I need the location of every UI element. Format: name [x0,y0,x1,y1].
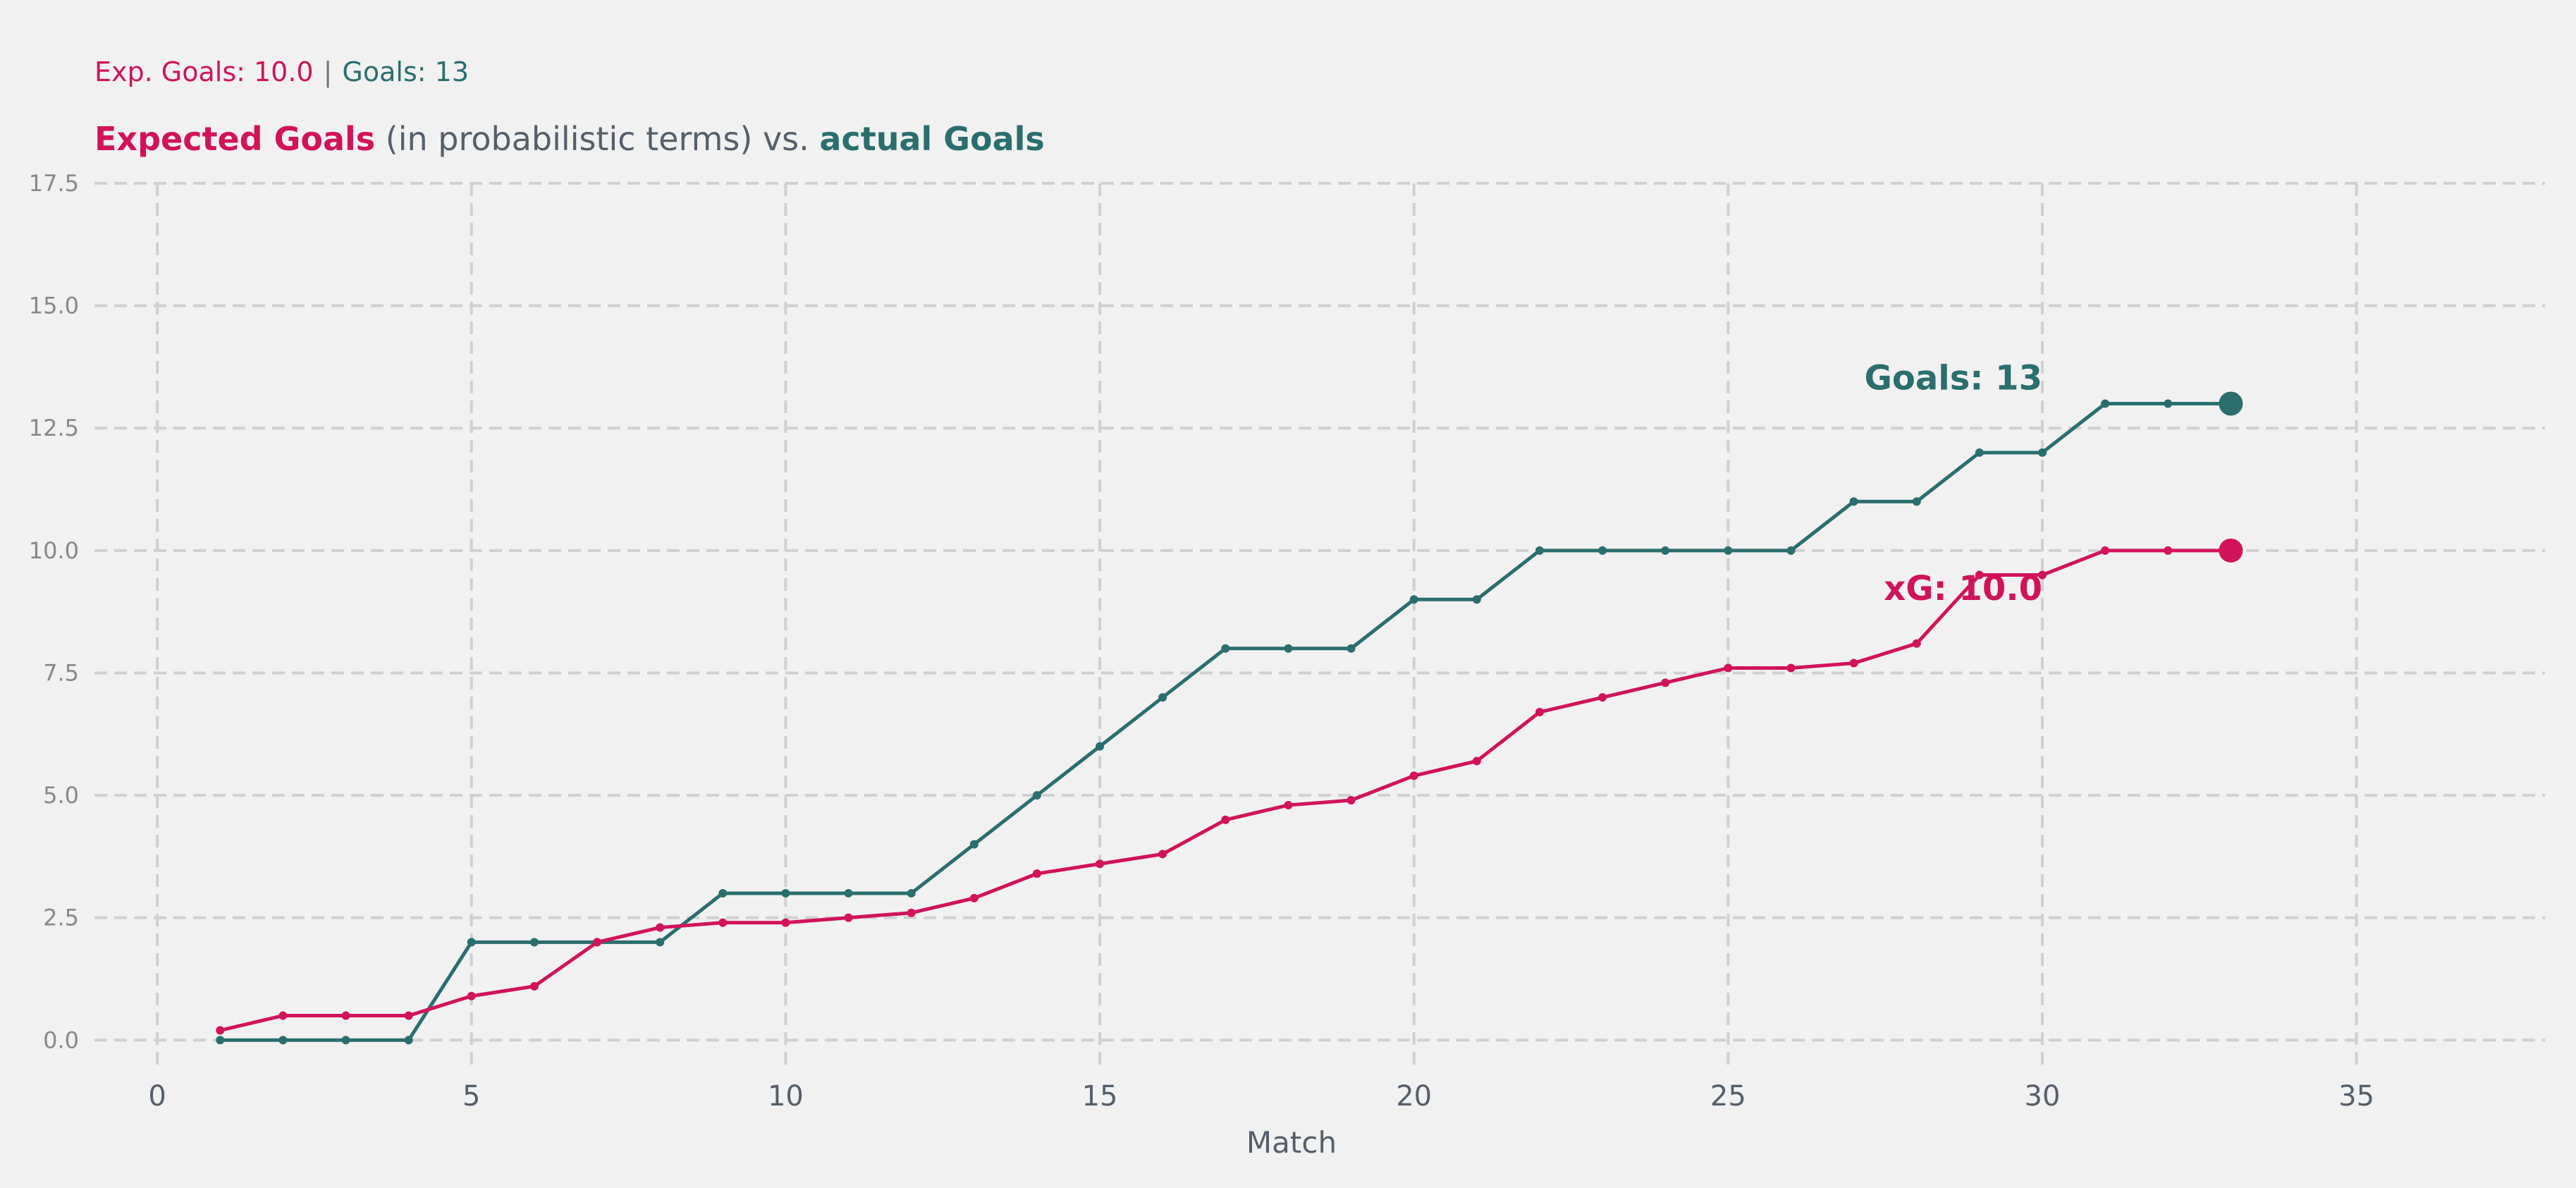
subtitle-separator: | [323,56,333,87]
x-tick-label: 5 [462,1080,480,1113]
xg-data-point [467,991,476,1000]
xg-data-point [1849,659,1858,668]
goals-data-point [844,888,853,898]
goals-data-point [656,938,665,947]
x-tick-label: 20 [1396,1080,1432,1113]
goals-data-point [969,840,979,849]
xg-data-point [1284,800,1293,809]
xg-data-point [593,938,602,947]
xg-data-point [1786,663,1796,673]
xg-data-point [2164,546,2173,555]
goals-series-line [220,402,2231,1042]
goals-data-point [1472,595,1481,604]
goals-data-point [1158,693,1167,702]
goals-data-point [1032,791,1041,800]
goals-end-label: Goals: 13 [1864,359,2042,398]
xg-data-point [1912,639,1921,648]
goals-data-point [2164,399,2173,408]
goals-data-point [1786,546,1796,555]
xg-data-point [907,908,916,917]
xg-end-marker [2219,538,2243,563]
goals-data-point [907,888,916,898]
xg-data-point [1032,869,1041,878]
title-expected-goals: Expected Goals [94,120,376,158]
y-tick-label: 0.0 [43,1027,79,1053]
xg-series-line [219,549,2231,1032]
xg-data-point [718,918,728,927]
x-tick-label: 10 [768,1080,804,1113]
y-tick-label: 17.5 [29,170,79,197]
title-middle: (in probabilistic terms) vs. [375,120,820,158]
xg-data-point [1598,693,1607,702]
goals-data-point [278,1036,288,1045]
goals-data-point [1849,497,1858,506]
x-tick-label: 30 [2025,1080,2061,1113]
goals-data-point [467,938,476,947]
y-tick-label: 2.5 [43,905,79,931]
goals-data-point [1284,644,1293,653]
goals-data-point [1096,742,1105,751]
goals-data-point [529,938,539,947]
goals-data-point [404,1036,413,1045]
xg-end-label: xG: 10.0 [1884,569,2042,608]
chart-subtitle: Exp. Goals: 10.0 | Goals: 13 [94,56,469,87]
goals-data-point [2037,448,2047,457]
x-tick-label: 35 [2338,1080,2374,1113]
y-tick-label: 15.0 [29,293,79,319]
xg-data-point [278,1011,288,1020]
xg-data-point [2037,570,2047,580]
chart-title: Expected Goals (in probabilistic terms) … [94,120,1045,158]
xg-data-point [1975,570,1984,580]
goals-data-point [1347,644,1356,653]
xg-data-point [844,913,853,922]
goals-data-point [1221,644,1230,653]
goals-data-point [216,1036,225,1045]
xg-data-point [529,981,539,991]
goals-data-point [1598,546,1607,555]
xg-data-point [1472,757,1481,766]
goals-data-point [1975,448,1984,457]
xg-data-point [1096,859,1105,869]
goals-data-point [1409,595,1418,604]
goals-data-point [1661,546,1670,555]
x-axis-label: Match [1246,1125,1337,1160]
goals-data-point [1724,546,1733,555]
y-tick-label: 5.0 [43,782,79,809]
xg-data-point [1409,771,1418,780]
subtitle-xg-total: Exp. Goals: 10.0 [94,56,314,87]
title-actual-goals: actual Goals [819,120,1045,158]
xg-data-point [1347,796,1356,804]
xg-data-point [404,1011,413,1020]
x-tick-label: 15 [1082,1080,1118,1113]
subtitle-goals-total: Goals: 13 [342,56,469,87]
xg-data-point [1535,708,1544,716]
x-tick-label: 25 [1710,1080,1746,1113]
goals-data-point [718,888,728,898]
xg-data-point [1661,678,1670,687]
goals-data-point [1912,497,1921,506]
goals-data-point [341,1036,350,1045]
xg-data-point [341,1011,350,1020]
xg-data-point [781,918,790,927]
xg-data-point [656,923,665,932]
xg-data-point [1158,850,1167,859]
goals-end-marker [2219,391,2243,416]
x-tick-label: 0 [148,1080,166,1113]
xg-data-point [1724,663,1733,673]
goals-data-point [2101,399,2110,408]
xg-data-point [216,1026,225,1035]
y-tick-label: 12.5 [29,415,79,441]
xg-data-point [1221,815,1230,824]
xg-data-point [969,893,979,902]
y-tick-label: 7.5 [43,659,79,686]
goals-data-point [1535,546,1544,555]
y-tick-label: 10.0 [29,537,79,564]
goals-data-point [781,888,790,898]
xg-data-point [2101,546,2110,555]
